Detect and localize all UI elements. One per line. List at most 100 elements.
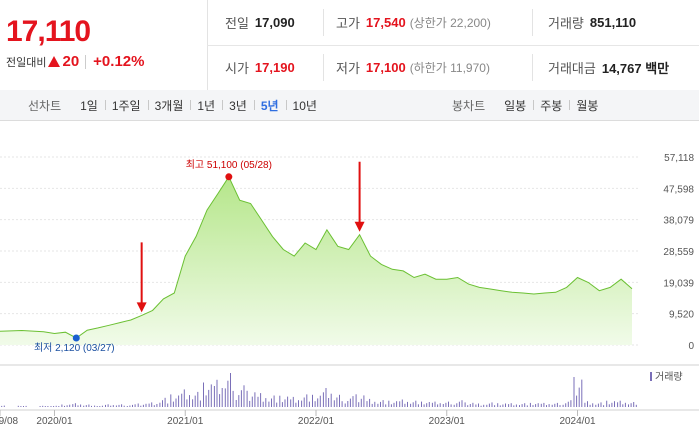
volume-bar [352,396,354,407]
volume-bar [480,405,482,407]
y-tick-label: 28,559 [663,247,694,258]
volume-bar [194,395,196,407]
volume-bar [404,403,406,407]
volume-bar [535,404,537,407]
volume-bar [208,389,210,407]
volume-bar [137,403,139,407]
volume-bar [608,404,610,407]
volume-bar [224,388,226,407]
volume-bar [513,405,515,407]
volume-bar [238,395,240,407]
cell-divider [532,54,533,81]
volume-bar [295,402,297,407]
volume-bar [314,401,316,407]
x-tick-label: 2019/08 [0,416,19,427]
volume-bar [230,373,231,407]
volume-bar [548,404,550,407]
tab-10year[interactable]: 10년 [285,97,324,114]
tab-3year[interactable]: 3년 [222,97,254,114]
volume-bar [333,400,335,407]
volume-bar [603,405,605,407]
volume-bar [469,404,471,407]
line-chart-tabs: 선차트 1일 1주일 3개월 1년 3년 5년 10년 [28,90,324,120]
volume-bar [110,405,112,407]
price-box: 17,110 전일대비 20 +0.12% [0,0,208,90]
volume-bar [554,403,556,407]
y-tick-label: 19,039 [663,278,694,289]
volume-bar [369,398,371,407]
tab-3month[interactable]: 3개월 [147,97,191,114]
volume-bar [439,403,441,407]
volume-bar [600,402,602,407]
volume-bar [407,401,408,407]
lower-limit-text: (하한가 11,970) [409,61,490,75]
tab-5year[interactable]: 5년 [253,97,286,114]
volume-bar [344,403,346,407]
volume-bar [491,402,493,407]
volume-bar [55,405,57,407]
volume-bar [355,394,357,407]
volume-bar [567,401,569,407]
upper-limit-text: (상한가 22,200) [409,16,491,30]
volume-bar [635,404,637,407]
volume-bar [461,400,463,407]
tab-weekly-candle[interactable]: 주봉 [533,97,569,114]
volume-bar [453,404,455,407]
price-chart[interactable]: 57,118 47,598 38,079 28,559 19,039 9,520 0 최고 … [0,121,699,443]
tab-1week[interactable]: 1주일 [104,97,148,114]
volume-bar [380,401,381,407]
volume-bar [192,399,194,407]
volume-bar [524,403,526,407]
arrow-head-icon [136,302,147,313]
volume-bar [287,396,289,407]
volume-bar [382,400,384,407]
volume-bar [303,397,305,407]
volume-bar [101,405,103,407]
volume-bar [349,398,351,407]
volume-bar [595,404,597,407]
volume-bar [464,402,466,407]
volume-bar [437,404,439,407]
tab-1year[interactable]: 1년 [190,97,222,114]
volume-bar [562,404,564,407]
volume-bar [284,399,286,407]
volume-bar [442,404,444,407]
volume-bar [189,395,190,407]
volume-bar [112,405,114,407]
volume-bar [421,401,422,407]
volume-bar [581,379,583,407]
tab-daily-candle[interactable]: 일봉 [504,98,527,113]
volume-bar [64,405,65,407]
volume-bar [99,406,101,407]
volume-bar [301,400,303,407]
volume-bar [467,405,469,407]
volume-bar [94,405,96,407]
volume-bar [399,401,401,407]
volume-bar [510,403,512,407]
open-value: 17,190 [254,60,295,75]
change-divider [85,54,87,69]
volume-bar [1,405,3,407]
volume-bar [210,384,212,407]
volume-bar [633,402,635,407]
change-row: 전일대비 20 +0.12% [6,53,144,70]
volume-bar [390,404,392,407]
volume-bar [260,393,262,407]
volume-bar [450,404,452,407]
tab-monthly-candle[interactable]: 월봉 [569,97,605,114]
volume-bar [186,399,188,407]
arrow-head-icon [354,221,365,232]
chart-annotations: 최고 51,100 (05/28) 최저 2,120 (03/27) [34,159,272,354]
volume-bar [347,401,349,407]
tab-1day[interactable]: 1일 [80,98,98,113]
high-annotation: 최고 51,100 (05/28) [186,159,272,171]
volume-bar [145,403,147,407]
volume-bar [172,401,174,407]
volume-value: 851,110 [589,15,637,30]
volume-bar [3,405,5,407]
volume-bar [227,380,229,407]
volume-bar [578,387,580,407]
volume-bar [74,403,76,407]
volume-bar [521,404,523,407]
volume-bar [401,399,403,407]
